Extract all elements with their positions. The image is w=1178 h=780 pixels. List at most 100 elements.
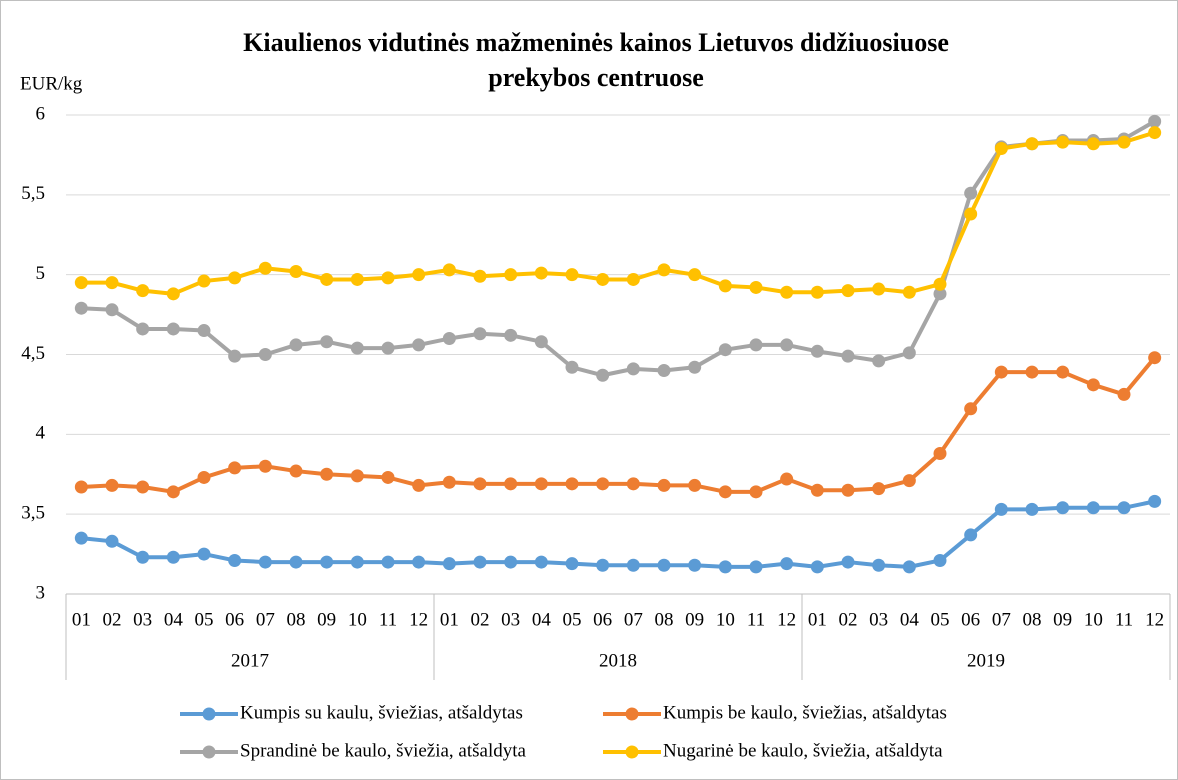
x-tick-label: 09	[1053, 609, 1072, 630]
data-point	[688, 360, 702, 374]
data-point	[350, 272, 364, 286]
data-point	[1086, 501, 1100, 515]
data-point	[473, 327, 487, 341]
legend-label: Sprandinė be kaulo, šviežia, atšaldyta	[240, 740, 527, 761]
data-point	[197, 470, 211, 484]
data-point	[718, 343, 732, 357]
data-point	[841, 555, 855, 569]
data-point	[902, 346, 916, 360]
data-point	[504, 328, 518, 342]
data-point	[1148, 114, 1162, 128]
data-point	[197, 274, 211, 288]
data-point	[289, 338, 303, 352]
data-point	[320, 467, 334, 481]
data-point	[289, 464, 303, 478]
data-point	[534, 335, 548, 349]
x-tick-label: 10	[348, 609, 367, 630]
data-point	[626, 477, 640, 491]
y-tick-label: 3,5	[21, 503, 45, 524]
data-point	[688, 558, 702, 572]
x-tick-label: 08	[1023, 609, 1042, 630]
data-point	[872, 482, 886, 496]
data-point	[258, 261, 272, 275]
x-tick-label: 09	[317, 609, 336, 630]
data-point	[1025, 365, 1039, 379]
legend-marker	[202, 745, 216, 759]
x-tick-label: 12	[409, 609, 428, 630]
data-point	[412, 268, 426, 282]
data-point	[381, 470, 395, 484]
y-tick-label: 4	[36, 423, 46, 444]
data-point	[74, 276, 88, 290]
data-point	[228, 271, 242, 285]
data-point	[381, 341, 395, 355]
data-point	[534, 555, 548, 569]
data-point	[136, 284, 150, 298]
data-point	[1056, 135, 1070, 149]
data-point	[1025, 502, 1039, 516]
data-point	[350, 341, 364, 355]
data-point	[810, 560, 824, 574]
data-point	[350, 469, 364, 483]
x-tick-label: 06	[225, 609, 244, 630]
data-point	[810, 344, 824, 358]
data-point	[1148, 351, 1162, 365]
data-point	[1086, 137, 1100, 151]
data-point	[105, 276, 119, 290]
data-point	[780, 285, 794, 299]
data-point	[565, 557, 579, 571]
data-point	[1056, 501, 1070, 515]
x-tick-label: 04	[900, 609, 920, 630]
data-point	[657, 558, 671, 572]
x-tick-label: 12	[777, 609, 796, 630]
x-tick-label: 10	[716, 609, 735, 630]
data-point	[504, 555, 518, 569]
data-point	[258, 555, 272, 569]
x-tick-label: 03	[869, 609, 888, 630]
data-point	[964, 402, 978, 416]
data-point	[565, 268, 579, 282]
data-point	[105, 303, 119, 317]
data-point	[228, 553, 242, 567]
data-point	[105, 478, 119, 492]
x-tick-label: 12	[1145, 609, 1164, 630]
y-tick-label: 4,5	[21, 343, 45, 364]
data-point	[933, 277, 947, 291]
x-tick-label: 04	[532, 609, 552, 630]
legend-label: Kumpis be kaulo, šviežias, atšaldytas	[663, 702, 947, 723]
data-point	[136, 322, 150, 336]
x-tick-label: 08	[655, 609, 674, 630]
data-point	[473, 555, 487, 569]
data-point	[565, 360, 579, 374]
data-point	[166, 485, 180, 499]
data-point	[810, 285, 824, 299]
x-tick-label: 07	[992, 609, 1011, 630]
x-tick-label: 09	[685, 609, 704, 630]
data-point	[105, 534, 119, 548]
data-point	[1025, 137, 1039, 151]
x-tick-label: 11	[1115, 609, 1133, 630]
data-point	[442, 263, 456, 277]
data-point	[841, 483, 855, 497]
x-tick-label: 08	[287, 609, 306, 630]
data-point	[166, 550, 180, 564]
data-point	[74, 480, 88, 494]
data-point	[596, 558, 610, 572]
data-point	[688, 268, 702, 282]
data-point	[657, 363, 671, 377]
data-point	[228, 349, 242, 363]
data-point	[841, 349, 855, 363]
data-point	[626, 558, 640, 572]
data-point	[442, 332, 456, 346]
data-point	[320, 335, 334, 349]
data-point	[596, 272, 610, 286]
data-point	[381, 555, 395, 569]
x-tick-label: 06	[961, 609, 980, 630]
y-tick-label: 6	[36, 103, 46, 124]
data-point	[197, 547, 211, 561]
data-point	[841, 284, 855, 298]
data-point	[688, 478, 702, 492]
data-point	[780, 557, 794, 571]
legend-label: Kumpis su kaulu, šviežias, atšaldytas	[240, 702, 523, 723]
data-point	[964, 528, 978, 542]
